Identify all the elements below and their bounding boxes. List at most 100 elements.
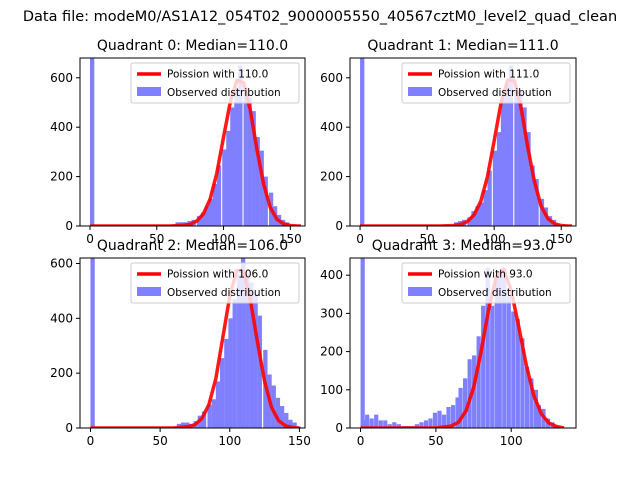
x-tick-label: 0 (87, 434, 95, 448)
x-tick-label: 100 (218, 434, 241, 448)
histogram-bar (515, 319, 520, 428)
histogram-bar (365, 414, 370, 428)
histogram-bar (396, 424, 401, 428)
histogram-bar (508, 65, 514, 226)
histogram-bar (204, 206, 210, 226)
histogram-bar (208, 198, 214, 226)
histogram-bar (534, 179, 539, 226)
histogram-bar (279, 406, 285, 428)
x-tick-label: 0 (86, 232, 94, 246)
x-tick-label: 50 (419, 232, 434, 246)
subplot-quadrant-1: 0 50 100 150 0 200 400 600 Quadrant 1: Median=11… (320, 38, 577, 246)
histogram-bar (259, 150, 264, 226)
histogram-bar (506, 296, 511, 428)
histogram-bar (240, 258, 246, 428)
histogram-bar (257, 315, 262, 428)
histogram-bar (284, 412, 289, 428)
x-tick-label: 50 (149, 232, 164, 246)
histogram-bar (255, 137, 260, 226)
histogram-bar (292, 422, 297, 428)
x-tick-label: 100 (483, 232, 506, 246)
histogram-bar (494, 279, 499, 428)
subplot-grid: 0 50 100 150 0 200 400 600 Quadrant 0: Median=11… (50, 38, 577, 448)
subplot-title: Quadrant 0: Median=110.0 (97, 38, 288, 54)
histogram-bar (455, 397, 460, 428)
histogram-bar (220, 358, 225, 428)
histogram-bar (245, 274, 250, 428)
y-tick-label: 400 (320, 268, 343, 282)
legend-label-poisson: Poission with 93.0 (438, 269, 533, 281)
histogram-bar (526, 132, 531, 226)
histogram-bar (90, 258, 95, 428)
histogram-bar (524, 366, 529, 428)
histogram-bar (224, 338, 229, 428)
histogram-bar (502, 267, 507, 428)
histogram-bar (520, 338, 525, 428)
histogram-bar (243, 87, 248, 226)
histogram-bar (374, 414, 379, 428)
histogram-bar (529, 378, 534, 428)
histogram-bar (487, 170, 492, 226)
y-tick-label: 0 (65, 219, 73, 233)
histogram-bar (533, 389, 539, 428)
histogram-bar (432, 412, 438, 428)
histogram-bar (387, 424, 392, 428)
histogram-bar (450, 405, 456, 428)
histogram-bar (472, 355, 477, 428)
y-tick-label: 0 (335, 421, 343, 435)
histogram-bar (490, 305, 495, 428)
histogram-bar (458, 387, 463, 428)
x-tick-label: 50 (152, 434, 167, 448)
y-tick-label: 400 (50, 120, 73, 134)
histogram-bar (230, 107, 235, 226)
histogram-bar (479, 202, 484, 226)
histogram-bar (360, 258, 365, 428)
legend-bar-swatch (408, 287, 432, 296)
histogram-bar (475, 206, 480, 226)
subplot-title: Quadrant 1: Median=111.0 (367, 38, 558, 54)
histogram-bar (201, 411, 207, 428)
x-tick-label: 0 (356, 232, 364, 246)
histogram-bar (253, 293, 258, 428)
legend-label-observed: Observed distribution (167, 87, 281, 99)
histogram-bar (207, 404, 212, 428)
histogram-bar (518, 91, 523, 226)
y-tick-label: 600 (50, 71, 73, 85)
legend-bar-swatch (137, 87, 161, 96)
legend: Poission with 110.0 Observed distribution (130, 62, 300, 104)
histogram-bar (481, 305, 486, 428)
histogram-bar (236, 274, 242, 428)
histogram-bar (483, 190, 488, 226)
axes-frame (79, 57, 306, 227)
histogram-bar (467, 359, 472, 428)
histogram-bar (492, 150, 498, 226)
histogram-bar (414, 424, 420, 428)
histogram-bar (476, 336, 481, 428)
histogram-bar (511, 311, 516, 428)
histogram-bar (288, 419, 293, 428)
histogram-bar (383, 420, 388, 428)
plot-area (90, 58, 301, 226)
subplot-title: Quadrant 2: Median=106.0 (97, 238, 288, 254)
legend-label-observed: Observed distribution (438, 287, 552, 299)
histogram-bar (463, 378, 468, 428)
histogram-bar (441, 414, 447, 428)
legend-label-observed: Observed distribution (438, 87, 552, 99)
axes-frame (79, 257, 306, 429)
legend-label-poisson: Poission with 110.0 (167, 69, 268, 81)
histogram-bar (378, 420, 383, 428)
legend-label-observed: Observed distribution (167, 287, 281, 299)
histogram-bar (530, 165, 535, 226)
histogram-bar (500, 97, 506, 226)
histogram-bar (504, 83, 510, 226)
y-tick-label: 600 (50, 256, 73, 270)
histogram-bar (428, 418, 433, 428)
x-tick-label: 150 (288, 434, 311, 448)
histogram-bar (90, 58, 95, 226)
x-tick-label: 150 (279, 232, 302, 246)
y-tick-label: 200 (320, 170, 343, 184)
histogram-bar (361, 420, 366, 428)
histogram-bar (181, 422, 186, 428)
histogram-bar (446, 406, 451, 428)
legend: Poission with 93.0 Observed distribution (401, 262, 571, 304)
